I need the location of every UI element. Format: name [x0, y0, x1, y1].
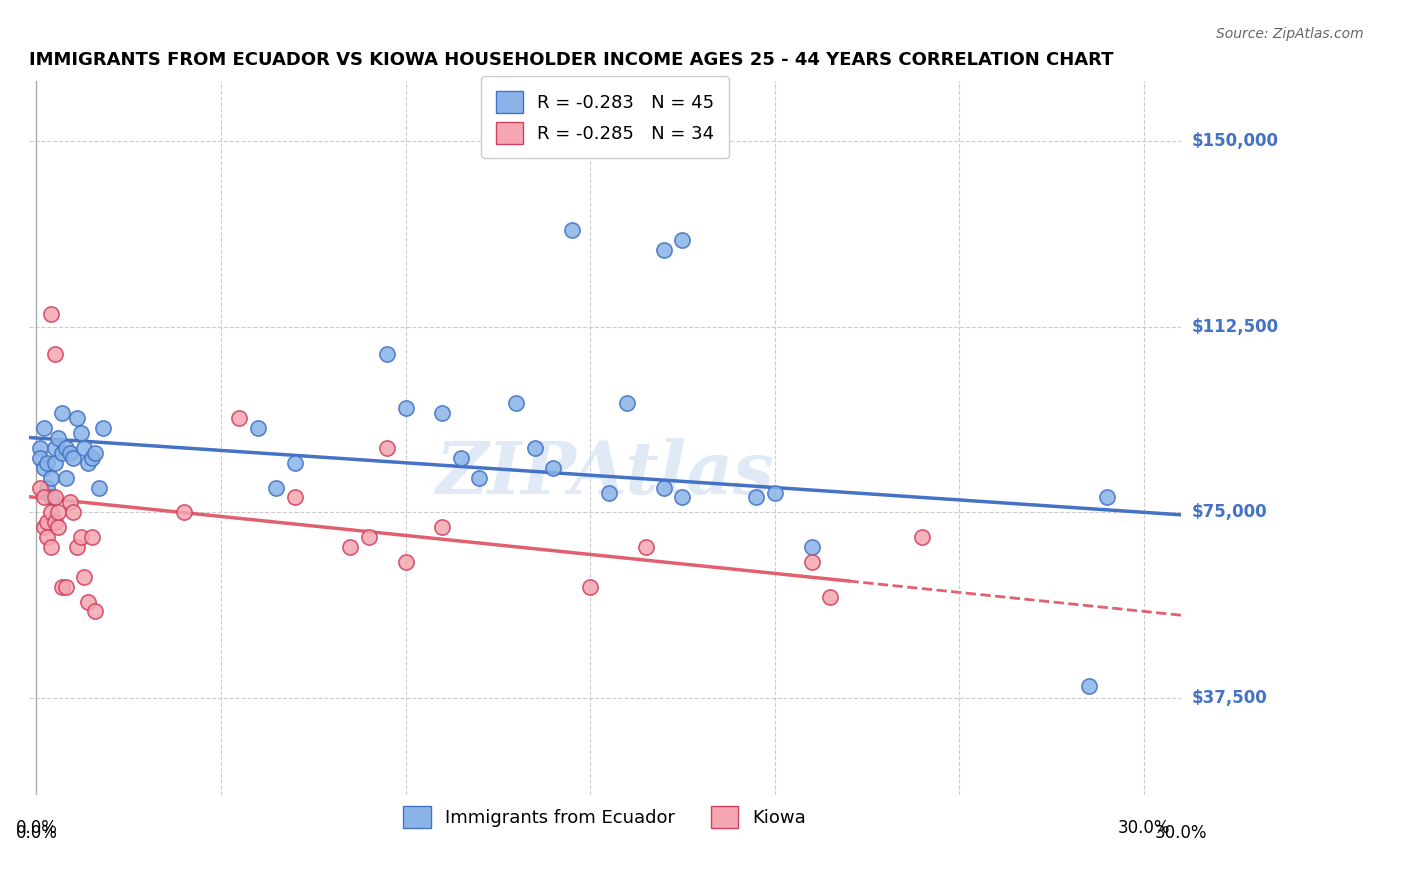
Point [284, 491, 307, 505]
Text: 30.0%: 30.0% [1154, 824, 1208, 842]
Point [37, 515, 59, 529]
Text: $37,500: $37,500 [1192, 690, 1268, 707]
Point [44, 515, 66, 529]
Point [62, 505, 84, 519]
Text: ZIPAtlas: ZIPAtlas [436, 438, 775, 509]
Point [375, 441, 398, 455]
Point [51, 446, 73, 460]
Point [69, 426, 91, 441]
Point [44, 441, 66, 455]
Point [357, 530, 380, 544]
Point [32, 460, 55, 475]
Text: 0.0%: 0.0% [15, 824, 58, 842]
Text: $112,500: $112,500 [1192, 318, 1279, 335]
Point [66, 411, 89, 425]
Point [32, 520, 55, 534]
Point [173, 505, 195, 519]
Point [80, 530, 103, 544]
Point [91, 421, 114, 435]
Point [911, 530, 934, 544]
Point [800, 540, 823, 554]
Point [77, 456, 100, 470]
Point [69, 530, 91, 544]
Point [80, 450, 103, 465]
Point [32, 491, 55, 505]
Point [44, 491, 66, 505]
Point [561, 223, 583, 237]
Point [763, 485, 786, 500]
Point [55, 441, 77, 455]
Point [58, 495, 80, 509]
Point [55, 580, 77, 594]
Point [32, 421, 55, 435]
Point [671, 233, 693, 247]
Point [671, 491, 693, 505]
Text: 30.0%: 30.0% [1118, 820, 1170, 838]
Point [579, 580, 602, 594]
Point [39, 540, 62, 554]
Point [523, 441, 546, 455]
Legend: Immigrants from Ecuador, Kiowa: Immigrants from Ecuador, Kiowa [389, 792, 821, 843]
Point [432, 520, 454, 534]
Point [745, 491, 768, 505]
Point [450, 450, 472, 465]
Point [39, 505, 62, 519]
Point [51, 406, 73, 420]
Point [616, 396, 638, 410]
Point [87, 481, 110, 495]
Point [375, 347, 398, 361]
Point [77, 594, 100, 608]
Point [28, 450, 51, 465]
Point [44, 456, 66, 470]
Point [73, 441, 96, 455]
Point [246, 421, 269, 435]
Point [48, 520, 70, 534]
Point [818, 590, 841, 604]
Point [62, 450, 84, 465]
Point [598, 485, 620, 500]
Point [652, 481, 675, 495]
Point [1095, 491, 1118, 505]
Point [394, 401, 416, 416]
Point [39, 307, 62, 321]
Point [284, 456, 307, 470]
Point [28, 481, 51, 495]
Point [432, 406, 454, 420]
Point [84, 604, 107, 618]
Point [84, 446, 107, 460]
Point [800, 555, 823, 569]
Point [39, 470, 62, 484]
Point [394, 555, 416, 569]
Text: $150,000: $150,000 [1192, 132, 1279, 150]
Point [55, 470, 77, 484]
Point [634, 540, 657, 554]
Text: $75,000: $75,000 [1192, 503, 1268, 521]
Point [228, 411, 250, 425]
Point [541, 460, 564, 475]
Text: Source: ZipAtlas.com: Source: ZipAtlas.com [1216, 27, 1364, 41]
Point [37, 456, 59, 470]
Point [44, 347, 66, 361]
Point [28, 441, 51, 455]
Point [37, 481, 59, 495]
Point [228, 10, 250, 24]
Point [48, 431, 70, 445]
Point [266, 481, 288, 495]
Text: 0.0%: 0.0% [15, 820, 58, 838]
Point [37, 530, 59, 544]
Point [58, 446, 80, 460]
Point [652, 243, 675, 257]
Text: IMMIGRANTS FROM ECUADOR VS KIOWA HOUSEHOLDER INCOME AGES 25 - 44 YEARS CORRELATI: IMMIGRANTS FROM ECUADOR VS KIOWA HOUSEHO… [30, 51, 1114, 69]
Point [66, 540, 89, 554]
Point [505, 396, 527, 410]
Point [468, 470, 491, 484]
Point [51, 580, 73, 594]
Point [39, 491, 62, 505]
Point [339, 540, 361, 554]
Point [73, 570, 96, 584]
Point [1077, 679, 1099, 693]
Point [48, 505, 70, 519]
